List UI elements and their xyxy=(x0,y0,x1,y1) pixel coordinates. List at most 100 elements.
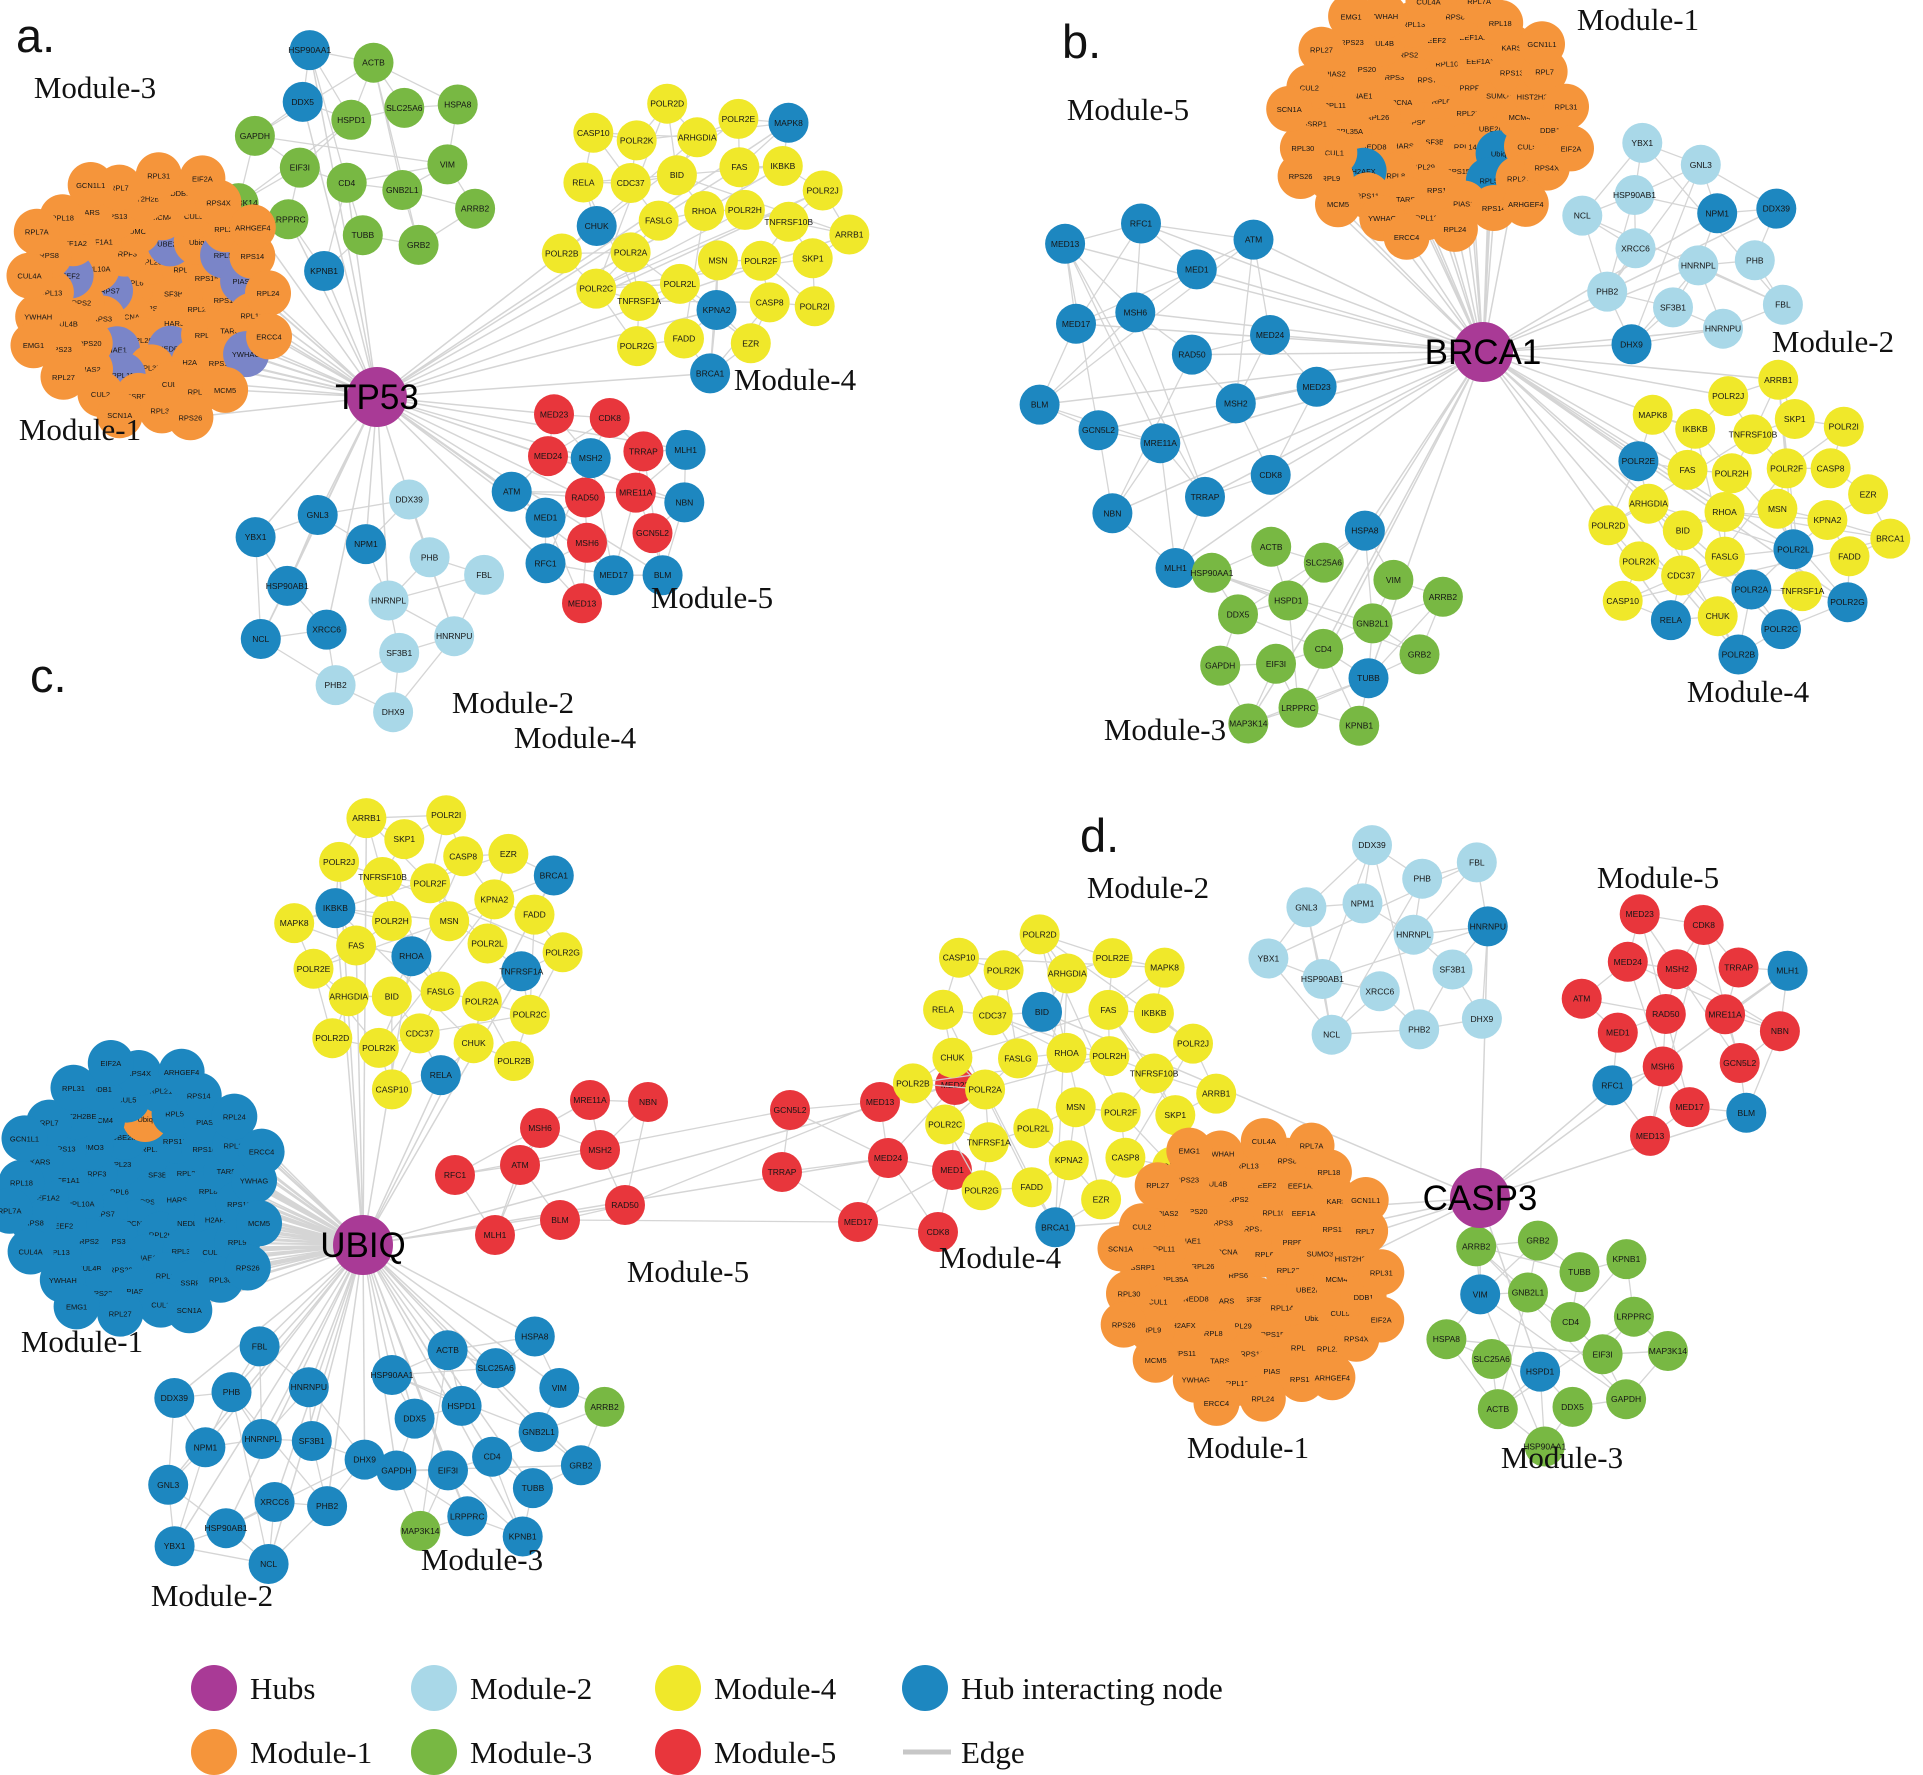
node-b-RPS26: RPS26 xyxy=(1277,153,1324,199)
node-b-MLH1: MLH1 xyxy=(1155,548,1196,588)
node-label-RPL13: RPL13 xyxy=(47,1248,70,1257)
node-label-POLR2I: POLR2I xyxy=(1829,422,1859,432)
node-label-SCN1A: SCN1A xyxy=(1108,1244,1133,1253)
node-label-HSP90AA1: HSP90AA1 xyxy=(288,45,331,55)
node-label-TNFRSF10B: TNFRSF10B xyxy=(1729,429,1778,439)
node-b-GCN5L2: GCN5L2 xyxy=(1078,410,1119,451)
module-node-circle xyxy=(1315,181,1361,228)
node-c-ACTB: ACTB xyxy=(427,1330,468,1371)
node-label-HARS: HARS xyxy=(164,319,185,328)
node-label-RPL30: RPL30 xyxy=(1291,144,1314,153)
panel-letter-a: a. xyxy=(16,9,55,62)
node-label-SF3B1: SF3B1 xyxy=(386,648,412,658)
node-a-HSP90AB1: HSP90AB1 xyxy=(266,565,309,606)
node-d-BLM: BLM xyxy=(1726,1092,1767,1133)
node-a-SCN1A: SCN1A xyxy=(96,392,143,439)
node-c-IKBKB: IKBKB xyxy=(315,888,356,929)
node-label-NPM1: NPM1 xyxy=(1351,898,1375,908)
module-node-circle xyxy=(1342,1177,1389,1223)
node-label-RAD50: RAD50 xyxy=(611,1200,639,1210)
node-label-EEF1A2: EEF1A2 xyxy=(1288,1181,1316,1190)
node-label-PHB2: PHB2 xyxy=(1408,1024,1430,1034)
node-d-RPL31: RPL31 xyxy=(1358,1249,1405,1296)
node-label-TRRAP: TRRAP xyxy=(1724,963,1753,973)
node-label-EIF2A: EIF2A xyxy=(192,174,213,183)
node-b-HSPA8: HSPA8 xyxy=(1344,510,1385,551)
module-node-circle xyxy=(40,353,87,400)
node-d-TUBB: TUBB xyxy=(1559,1252,1600,1293)
node-label-FADD: FADD xyxy=(1020,1182,1043,1192)
node-label-POLR2H: POLR2H xyxy=(1715,468,1749,478)
node-label-TARS: TARS xyxy=(217,1167,236,1176)
hub-interacting-node-circle xyxy=(1045,223,1086,264)
node-d-ARRB2: ARRB2 xyxy=(1456,1226,1497,1267)
node-c-XRCC6: XRCC6 xyxy=(254,1482,295,1522)
node-label-POLR2L: POLR2L xyxy=(1777,544,1810,554)
node-label-CDK8: CDK8 xyxy=(598,413,621,423)
node-c-EMG1: EMG1 xyxy=(53,1283,100,1330)
node-label-RPL7A: RPL7A xyxy=(0,1207,21,1216)
module-node-circle xyxy=(1432,949,1473,990)
node-label-RPL11: RPL11 xyxy=(111,371,133,380)
node-label-MCM4: MCM4 xyxy=(91,1116,113,1125)
node-a-BRCA1: BRCA1 xyxy=(690,353,731,394)
hub-interacting-node-circle xyxy=(289,30,330,71)
module-node-circle xyxy=(1630,1115,1670,1156)
node-label-TRRAP: TRRAP xyxy=(629,446,658,456)
node-a-POLR2E: POLR2E xyxy=(718,98,759,139)
node-a-EMG1: EMG1 xyxy=(10,322,57,369)
node-b-POLR2B: POLR2B xyxy=(1718,634,1759,675)
hub-interacting-node-circle xyxy=(1731,569,1772,610)
node-a-MED13: MED13 xyxy=(562,583,602,624)
node-label-NCL: NCL xyxy=(260,1559,277,1569)
node-label-RPL24: RPL24 xyxy=(257,289,280,298)
node-b-MCM5: MCM5 xyxy=(1315,181,1361,228)
node-label-BLM: BLM xyxy=(1738,1108,1755,1118)
node-b-MSH2: MSH2 xyxy=(1215,383,1256,424)
node-d-MED17: MED17 xyxy=(1669,1087,1710,1128)
module-node-circle xyxy=(467,923,508,964)
node-label-CUL4B: CUL4B xyxy=(1370,39,1394,48)
node-label-SF3B1: SF3B1 xyxy=(1660,302,1686,312)
node-label-SF3B3: SF3B3 xyxy=(148,1171,171,1180)
node-label-EZR: EZR xyxy=(1860,489,1877,499)
node-label-RPL12: RPL12 xyxy=(240,312,263,321)
module-node-circle xyxy=(1628,483,1669,524)
node-c-CASP10: CASP10 xyxy=(371,1069,412,1110)
node-label-POLR2J: POLR2J xyxy=(1712,391,1744,401)
node-label-ATM: ATM xyxy=(503,487,520,497)
module-node-circle xyxy=(389,479,430,520)
node-label-BRCA1: BRCA1 xyxy=(1876,534,1905,544)
node-c-GRB2: GRB2 xyxy=(560,1445,601,1486)
node-c-HSP90AA1: HSP90AA1 xyxy=(370,1355,414,1395)
node-label-H2AFX: H2AFX xyxy=(205,1215,229,1224)
node-label-RPS7: RPS7 xyxy=(1417,76,1437,85)
node-b-BLM: BLM xyxy=(1019,384,1060,425)
module-label-c-module-1: Module-1 xyxy=(21,1324,143,1359)
hub-interacting-node-circle xyxy=(154,1526,195,1567)
node-d-MED23: MED23 xyxy=(1619,894,1660,935)
node-c-TNFRSF1A: TNFRSF1A xyxy=(499,951,544,992)
node-label-RPL31: RPL31 xyxy=(62,1084,85,1093)
node-d-POLR2K: POLR2K xyxy=(983,950,1024,991)
hub-interacting-node-circle xyxy=(236,1200,282,1247)
node-label-MAPK8: MAPK8 xyxy=(1150,963,1179,973)
node-label-ACTB: ACTB xyxy=(362,58,385,68)
node-label-PRPF3: PRPF3 xyxy=(1283,1238,1307,1247)
module-label-b-module-2: Module-2 xyxy=(1772,324,1894,359)
module-node-circle xyxy=(605,1185,645,1225)
node-label-RELA: RELA xyxy=(932,1005,955,1015)
module-node-circle xyxy=(1606,1239,1647,1280)
hub-label-TP53: TP53 xyxy=(335,378,419,417)
node-b-RPL24: RPL24 xyxy=(1431,205,1478,252)
module-node-circle xyxy=(315,665,356,706)
node-label-CASP10: CASP10 xyxy=(577,128,610,138)
node-label-CUL4A: CUL4A xyxy=(17,272,41,281)
node-label-POLR2J: POLR2J xyxy=(807,186,839,196)
module-node-circle xyxy=(1266,85,1313,132)
node-c-PHB2: PHB2 xyxy=(307,1486,348,1527)
node-label-RPS23: RPS23 xyxy=(1340,38,1364,47)
node-b-SKP1: SKP1 xyxy=(1774,399,1815,439)
hub-interacting-node-circle xyxy=(570,438,611,479)
legend-label-hub-interacting-node: Hub interacting node xyxy=(961,1671,1223,1706)
